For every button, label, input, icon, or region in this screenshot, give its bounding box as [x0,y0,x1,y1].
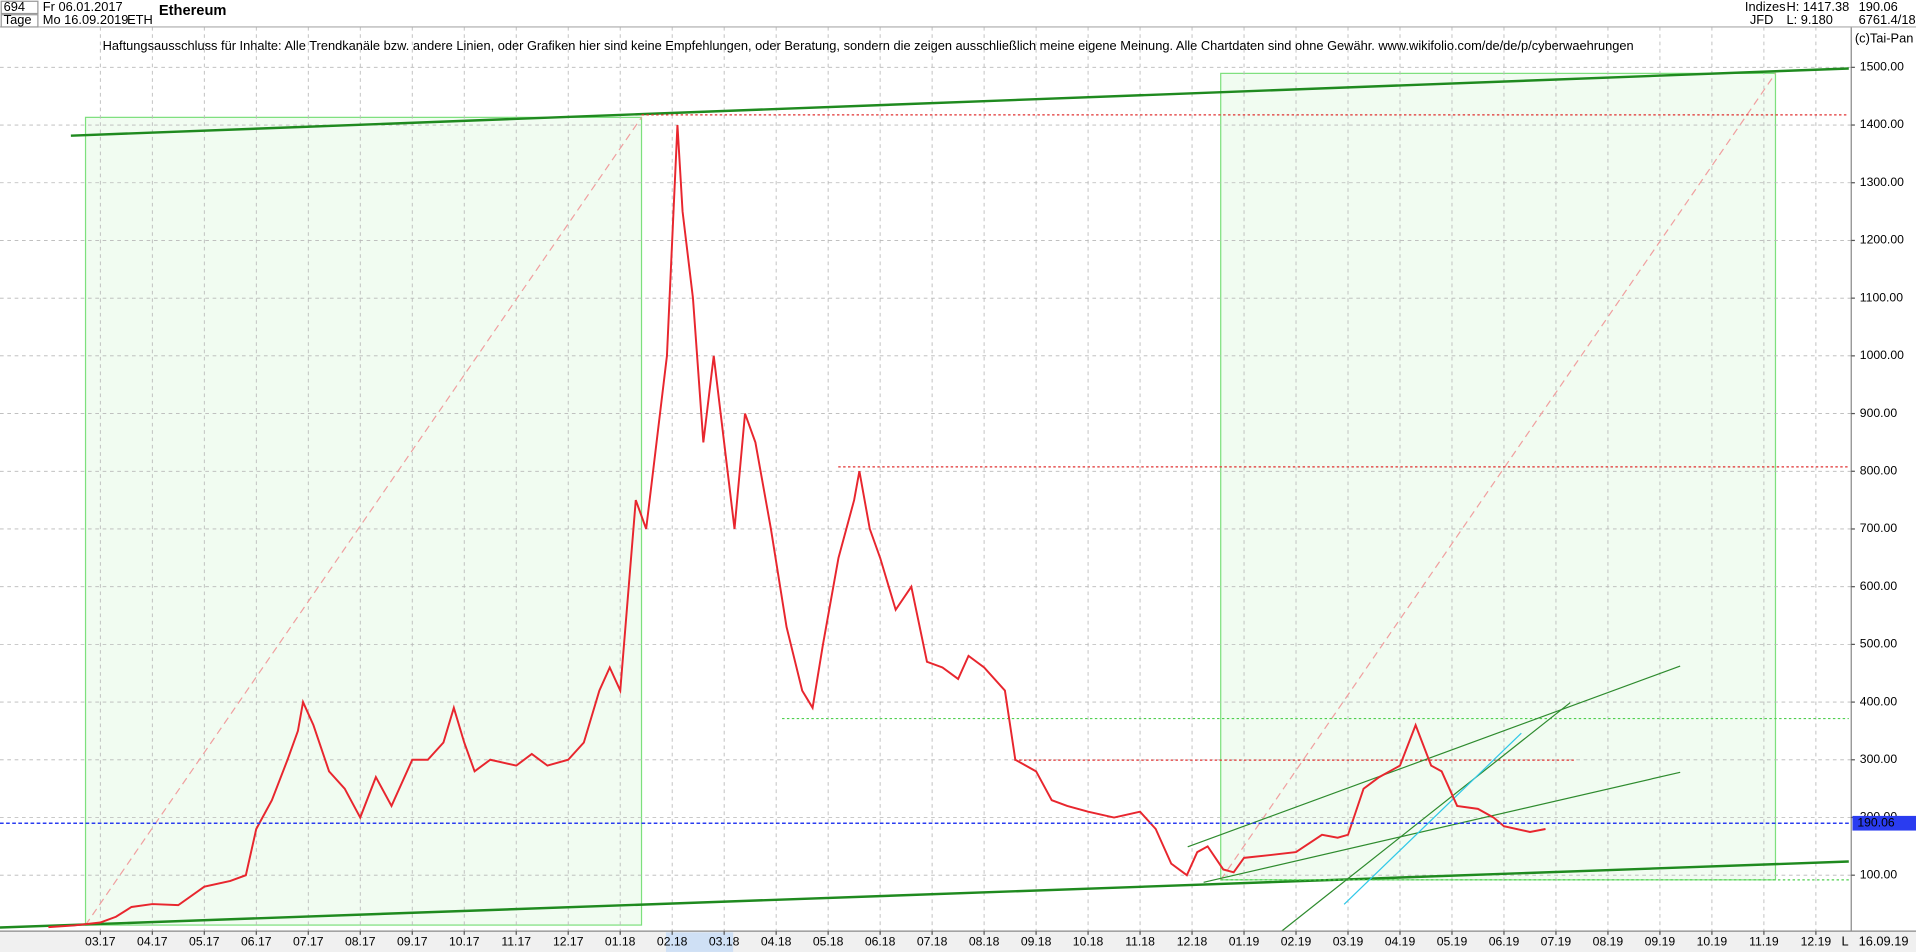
chart-title: Ethereum [159,3,227,19]
count[interactable]: 694 [4,0,25,14]
x-tick-label: 08.17 [345,934,376,948]
grid [0,26,1852,932]
diagonal [85,117,643,926]
footer-mode: L [1841,934,1848,949]
x-tick-label: 01.19 [1229,934,1260,948]
symbol: ETH [127,12,153,27]
y-tick-label: 1400.00 [1860,117,1904,131]
last-price: 190.06 [1859,0,1898,14]
trend-line [70,67,1849,137]
current-label: 190.06 [1857,815,1895,829]
x-tick-label: 03.17 [85,934,116,948]
x-tick-label: 12.18 [1177,934,1208,948]
y-tick-label: 300.00 [1860,752,1898,766]
price-axis [1851,26,1916,932]
x-tick-label: 12.17 [553,934,584,948]
copyright: (c)Tai-Pan [1855,31,1913,46]
period-select[interactable] [0,14,39,28]
low: L: 9.180 [1786,12,1832,27]
x-tick-label: 04.19 [1385,934,1416,948]
price-line [48,125,1546,929]
time-highlight [665,932,734,952]
x-tick-label: 06.17 [241,934,272,948]
x-tick-label: 07.18 [917,934,948,948]
group: Indizes [1745,0,1786,14]
x-tick-label: 01.18 [605,934,636,948]
x-tick-label: 10.18 [1073,934,1104,948]
y-tick-label: 700.00 [1860,521,1898,535]
axes: 100.00200.00300.00400.00500.00600.00700.… [85,60,1916,948]
y-tick-label: 1500.00 [1860,60,1904,74]
count-select[interactable] [0,0,39,15]
x-tick-label: 08.18 [969,934,1000,948]
x-tick-label: 11.19 [1749,934,1779,948]
x-tick-label: 10.17 [449,934,480,948]
current-badge [1852,815,1916,831]
x-tick-label: 03.19 [1333,934,1364,948]
y-tick-label: 1100.00 [1860,290,1903,304]
x-tick-label: 12.19 [1801,934,1832,948]
x-tick-label: 10.19 [1697,934,1728,948]
channel-line [1343,732,1522,905]
time-axis [0,931,1916,952]
x-tick-label: 09.17 [397,934,428,948]
x-tick-label: 05.19 [1437,934,1468,948]
y-tick-label: 100.00 [1860,867,1898,881]
y-tick-label: 500.00 [1860,637,1898,651]
x-tick-label: 07.19 [1541,934,1572,948]
x-tick-label: 09.18 [1021,934,1052,948]
x-tick-label: 11.18 [1125,934,1155,948]
x-tick-label: 09.19 [1645,934,1676,948]
diagonal [1220,73,1776,881]
drawings [0,67,1849,936]
y-tick-label: 1300.00 [1860,175,1904,189]
end-date: Mo 16.09.2019 [43,12,129,27]
x-tick-label: 04.18 [761,934,792,948]
y-tick-label: 600.00 [1860,579,1898,593]
x-tick-label: 06.19 [1489,934,1520,948]
x-tick-label: 04.17 [137,934,168,948]
y-tick-label: 800.00 [1860,463,1898,477]
x-tick-label: 02.19 [1281,934,1312,948]
x-tick-label: 06.18 [865,934,896,948]
source: JFD [1750,12,1774,27]
series [0,125,1852,929]
period[interactable]: Tage [4,12,32,27]
start-date: Fr 06.01.2017 [43,0,123,14]
x-tick-label: 05.18 [813,934,844,948]
y-tick-label: 1200.00 [1860,233,1904,247]
x-tick-label: 03.18 [709,934,740,948]
x-tick-label: 02.18 [657,934,688,948]
footer-date: 16.09.19 [1859,934,1909,949]
x-tick-label: 08.19 [1593,934,1624,948]
x-tick-label: 07.17 [293,934,324,948]
y-tick-label: 900.00 [1860,406,1898,420]
annotation: Haftungsausschluss für Inhalte: Alle Tre… [103,38,1634,53]
extra: 6761.4/18 [1859,12,1916,27]
channel-line [1276,702,1571,936]
y-tick-label: 400.00 [1860,694,1898,708]
high: H: 1417.38 [1786,0,1849,14]
channel-line [1187,665,1681,848]
channel-line [1203,771,1681,883]
trend-line [0,860,1849,929]
x-tick-label: 11.17 [501,934,531,948]
header [0,0,1916,27]
y-tick-label: 1000.00 [1860,348,1904,362]
x-tick-label: 05.17 [189,934,220,948]
